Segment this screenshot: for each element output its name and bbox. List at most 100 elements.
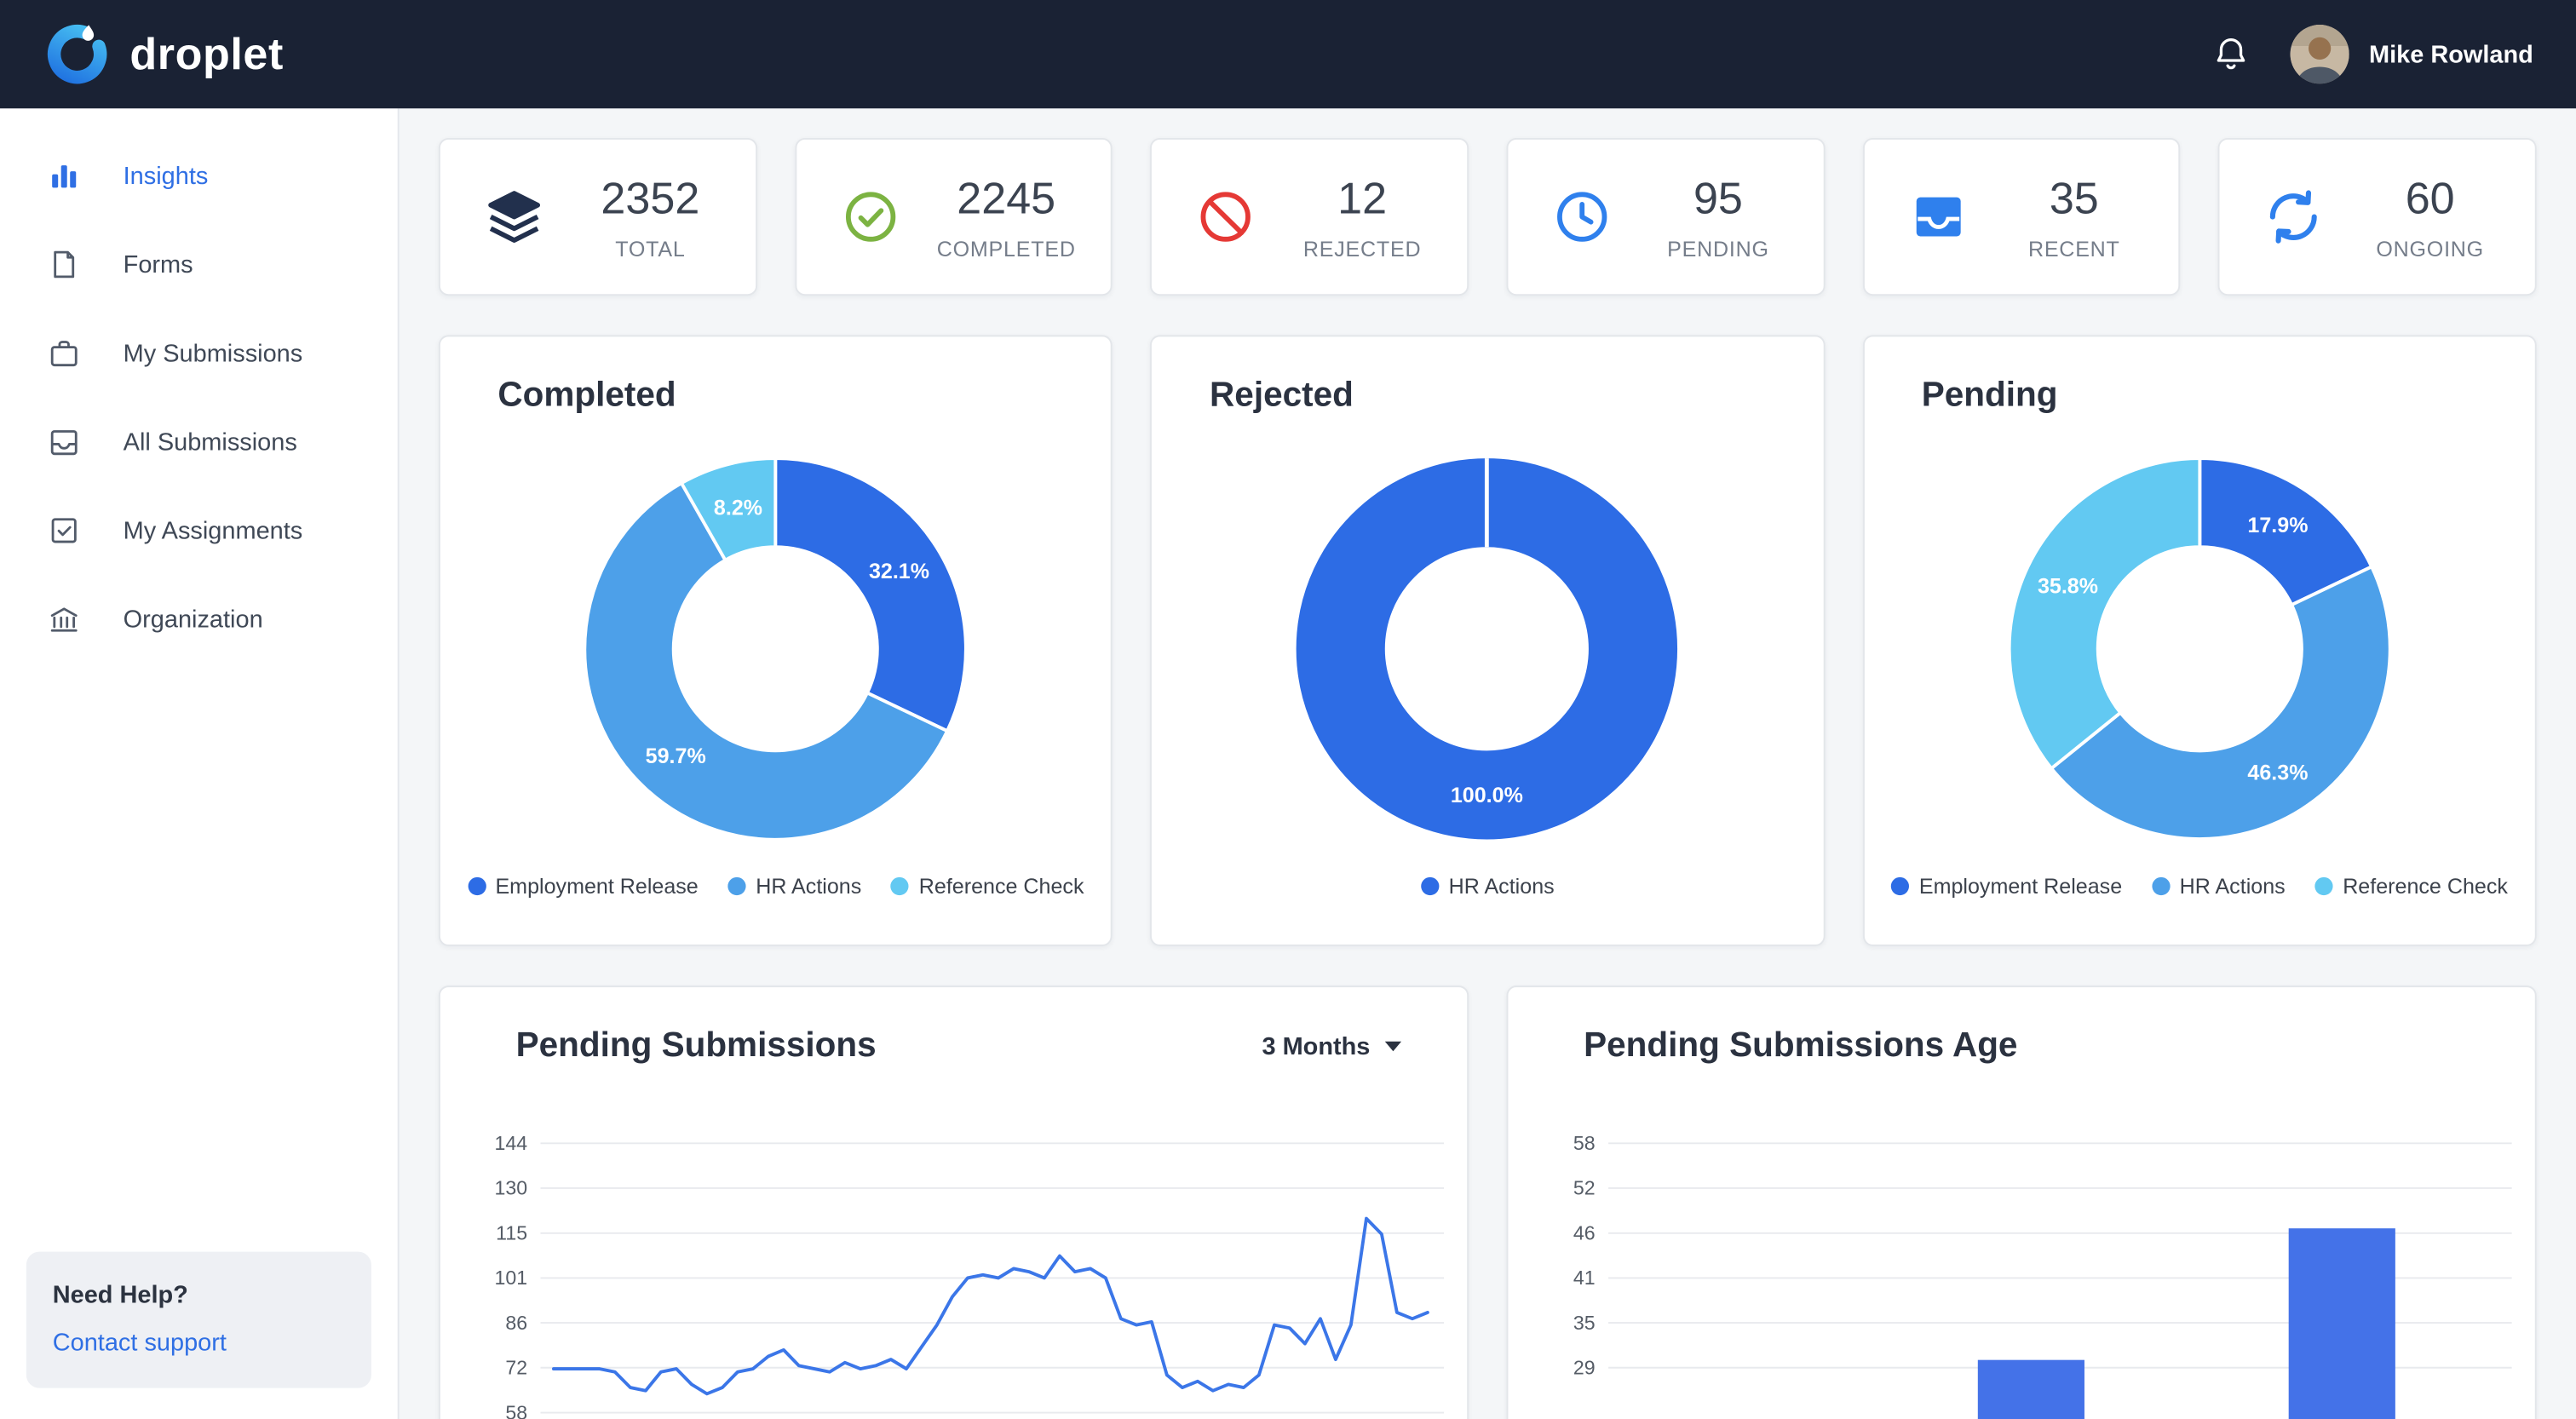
clock-icon <box>1551 186 1613 248</box>
svg-text:32.1%: 32.1% <box>869 560 929 583</box>
pending-chart-card: Pending 17.9% 46.3% 35.8% Employment Relea… <box>1862 335 2537 946</box>
svg-text:46.3%: 46.3% <box>2247 761 2308 785</box>
svg-text:58: 58 <box>1573 1132 1596 1154</box>
svg-text:35.8%: 35.8% <box>2038 574 2098 598</box>
layers-icon <box>483 186 545 248</box>
sidebar-item-label: My Assignments <box>123 516 303 545</box>
rejected-chart-card: Rejected 100.0% HR Actions <box>1150 335 1825 946</box>
legend-item: HR Actions <box>1420 873 1555 899</box>
user-name: Mike Rowland <box>2368 40 2533 69</box>
notification-bell-icon[interactable] <box>2211 34 2251 73</box>
sidebar-item-insights[interactable]: Insights <box>0 131 398 220</box>
chart-title: Completed <box>497 376 676 414</box>
svg-text:41: 41 <box>1573 1267 1596 1289</box>
sidebar-item-organization[interactable]: Organization <box>0 575 398 664</box>
legend-label: HR Actions <box>2179 873 2286 899</box>
stat-value: 2245 <box>957 173 1056 223</box>
inbox-tray-icon <box>48 425 81 458</box>
stat-value: 35 <box>2049 173 2099 223</box>
sidebar-item-label: My Submissions <box>123 339 303 368</box>
legend-label: Reference Check <box>2343 873 2508 899</box>
stat-card-ongoing: 60 ONGOING <box>2218 137 2537 296</box>
legend-dot <box>1420 876 1440 896</box>
pending-submissions-age-card: Pending Submissions Age 58 52 46 41 35 29 <box>1506 985 2537 1419</box>
svg-text:86: 86 <box>505 1312 527 1334</box>
chart-legend: HR Actions <box>1153 874 1823 899</box>
legend-dot <box>2151 876 2171 896</box>
pending-submissions-card: Pending Submissions 3 Months 144 130 115 10… <box>438 985 1469 1419</box>
sidebar-item-label: Insights <box>123 161 209 190</box>
sidebar-item-label: All Submissions <box>123 428 297 457</box>
stats-row: 2352 TOTAL 2245 COMPLETED <box>438 137 2537 296</box>
sidebar-item-all-submissions[interactable]: All Submissions <box>0 398 398 486</box>
svg-text:101: 101 <box>494 1267 527 1289</box>
range-dropdown[interactable]: 3 Months <box>1262 1032 1402 1060</box>
chart-title: Rejected <box>1210 376 1354 414</box>
range-dropdown-label: 3 Months <box>1262 1032 1371 1060</box>
completed-donut-chart: 32.1% 59.7% 8.2% <box>440 444 1111 854</box>
stat-card-pending: 95 PENDING <box>1506 137 1825 296</box>
legend-label: HR Actions <box>756 873 862 899</box>
sidebar-item-my-assignments[interactable]: My Assignments <box>0 486 398 575</box>
legend-item: Reference Check <box>2314 874 2508 899</box>
legend-dot <box>1891 876 1910 896</box>
insights-icon <box>48 159 81 192</box>
svg-text:144: 144 <box>494 1132 527 1154</box>
legend-label: Employment Release <box>495 873 699 899</box>
stat-value: 60 <box>2405 173 2455 223</box>
forms-icon <box>48 248 81 281</box>
chart-legend: Employment Release HR Actions Reference Ch… <box>440 874 1111 899</box>
svg-text:115: 115 <box>496 1221 527 1244</box>
stat-label: COMPLETED <box>936 235 1076 261</box>
stat-card-recent: 35 RECENT <box>1862 137 2181 296</box>
legend-item: Employment Release <box>467 873 699 899</box>
legend-item: Reference Check <box>891 874 1084 899</box>
legend-dot <box>2314 876 2333 896</box>
legend-dot <box>891 876 910 896</box>
legend-label: HR Actions <box>1448 873 1555 899</box>
stat-label: REJECTED <box>1302 235 1422 261</box>
main-content: 2352 TOTAL 2245 COMPLETED <box>400 108 2576 1419</box>
svg-text:29: 29 <box>1573 1356 1596 1378</box>
legend-dot <box>727 876 746 896</box>
inbox-icon <box>1906 186 1969 248</box>
topbar-right: Mike Rowland <box>2211 24 2533 84</box>
chart-title: Pending <box>1921 376 2058 414</box>
svg-text:8.2%: 8.2% <box>714 496 762 520</box>
stat-value: 2352 <box>601 173 700 223</box>
legend-item: HR Actions <box>2151 873 2286 899</box>
legend-dot <box>467 876 486 896</box>
stat-label: PENDING <box>1667 235 1769 261</box>
svg-text:72: 72 <box>505 1356 527 1378</box>
check-circle-icon <box>839 186 901 248</box>
stat-label: RECENT <box>2027 235 2120 261</box>
topbar: droplet <box>0 0 2576 109</box>
chart-title: Pending Submissions <box>515 1026 877 1065</box>
brand-logo[interactable]: droplet <box>43 20 284 89</box>
stat-card-rejected: 12 REJECTED <box>1150 137 1469 296</box>
chevron-down-icon <box>1384 1041 1402 1052</box>
stat-value: 95 <box>1693 173 1743 223</box>
legend-label: Reference Check <box>918 873 1084 899</box>
sidebar-item-forms[interactable]: Forms <box>0 220 398 308</box>
svg-text:46: 46 <box>1573 1221 1596 1244</box>
sidebar-item-my-submissions[interactable]: My Submissions <box>0 309 398 398</box>
svg-text:58: 58 <box>505 1401 527 1419</box>
rejected-donut-chart: 100.0% <box>1153 444 1823 854</box>
svg-text:17.9%: 17.9% <box>2247 514 2308 537</box>
svg-text:52: 52 <box>1573 1177 1596 1199</box>
legend-item: HR Actions <box>727 874 861 899</box>
pending-submissions-age-bar-chart: 58 52 46 41 35 29 <box>1508 1120 2534 1419</box>
svg-text:100.0%: 100.0% <box>1452 784 1524 807</box>
stat-card-completed: 2245 COMPLETED <box>794 137 1113 296</box>
stat-label: TOTAL <box>615 235 686 261</box>
sidebar: Insights Forms My Submissions <box>0 108 400 1419</box>
user-menu[interactable]: Mike Rowland <box>2290 24 2533 84</box>
bank-icon <box>48 603 81 636</box>
legend-item: Employment Release <box>1891 874 2122 899</box>
briefcase-icon <box>48 336 81 370</box>
block-icon <box>1195 186 1257 248</box>
stat-value: 12 <box>1337 173 1388 223</box>
svg-text:59.7%: 59.7% <box>646 744 706 768</box>
contact-support-link[interactable]: Contact support <box>52 1329 227 1357</box>
